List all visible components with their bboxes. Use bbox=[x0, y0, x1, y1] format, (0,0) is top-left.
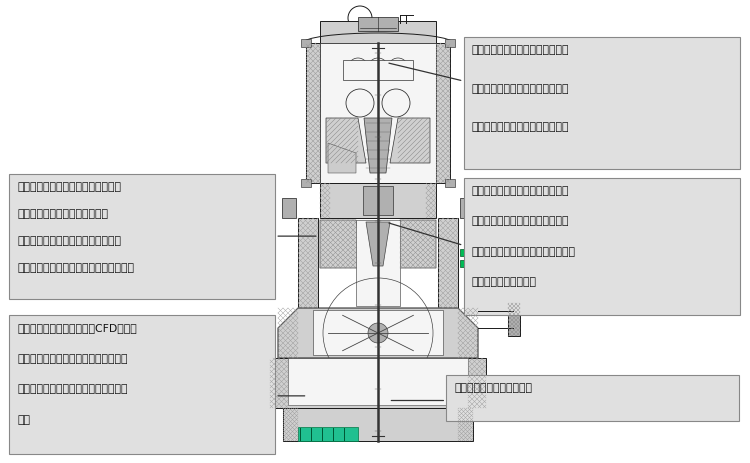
Bar bbox=[460, 198, 474, 218]
Text: 保护措施除常规电机保护外，在在: 保护措施除常规电机保护外，在在 bbox=[472, 186, 569, 196]
Bar bbox=[356, 220, 400, 306]
Bar bbox=[301, 179, 311, 187]
Polygon shape bbox=[390, 118, 430, 163]
Polygon shape bbox=[278, 308, 478, 358]
Polygon shape bbox=[328, 143, 356, 173]
Text: 部件被泥沙部分淹没的环境下开机启动。: 部件被泥沙部分淹没的环境下开机启动。 bbox=[17, 263, 134, 273]
Bar bbox=[460, 249, 468, 256]
Bar bbox=[445, 39, 455, 47]
Text: 电机特殊的绝缘设计确保电机在少量: 电机特殊的绝缘设计确保电机在少量 bbox=[17, 181, 121, 192]
Text: 平。: 平。 bbox=[17, 415, 30, 425]
Bar bbox=[288, 358, 468, 405]
Bar bbox=[358, 17, 398, 31]
Text: 进水的环境下依然能正常使用。: 进水的环境下依然能正常使用。 bbox=[17, 209, 108, 219]
Bar bbox=[313, 310, 443, 355]
Text: 了定子超温保护装置。: 了定子超温保护装置。 bbox=[472, 277, 536, 287]
Text: 水泵密封上采用了多项改进措施，: 水泵密封上采用了多项改进措施， bbox=[472, 84, 569, 94]
Circle shape bbox=[368, 323, 388, 343]
Polygon shape bbox=[364, 118, 392, 173]
Bar bbox=[508, 303, 520, 336]
Polygon shape bbox=[320, 220, 364, 268]
Bar bbox=[464, 37, 740, 169]
Bar bbox=[320, 21, 436, 43]
Bar bbox=[283, 408, 473, 441]
Text: 独有的密封技术，更加安全可靠。: 独有的密封技术，更加安全可靠。 bbox=[472, 122, 569, 132]
Bar bbox=[320, 43, 436, 183]
Text: 加装了切割旋转刀头的叶轮: 加装了切割旋转刀头的叶轮 bbox=[454, 383, 532, 393]
Bar bbox=[9, 315, 275, 454]
Bar bbox=[464, 178, 740, 315]
Bar bbox=[320, 183, 436, 218]
Bar bbox=[438, 218, 458, 308]
Bar bbox=[301, 39, 311, 47]
Text: 了泄露检测器，电机定子绕组内设置: 了泄露检测器，电机定子绕组内设置 bbox=[472, 246, 575, 257]
Bar bbox=[298, 427, 358, 441]
Text: 堵塞、耐磨损等优点，处于国际先进水: 堵塞、耐磨损等优点，处于国际先进水 bbox=[17, 384, 128, 394]
Text: 密封设计为了满足潜炎的要求，在: 密封设计为了满足潜炎的要求，在 bbox=[472, 45, 569, 55]
Bar bbox=[446, 375, 739, 421]
Text: 水力部件设计运用了先进的CFD流场诊: 水力部件设计运用了先进的CFD流场诊 bbox=[17, 323, 136, 333]
Polygon shape bbox=[326, 118, 366, 163]
Text: 接线盒腔、电机和油室内分别设置: 接线盒腔、电机和油室内分别设置 bbox=[472, 216, 569, 226]
Bar bbox=[9, 174, 275, 299]
Bar bbox=[298, 218, 318, 308]
Bar bbox=[270, 358, 486, 408]
Bar bbox=[282, 198, 296, 218]
Bar bbox=[436, 43, 450, 183]
Text: 电机的优化设计保证了水泵能在水力: 电机的优化设计保证了水泵能在水力 bbox=[17, 236, 121, 246]
Bar bbox=[343, 60, 413, 80]
Bar bbox=[363, 186, 393, 215]
Bar bbox=[445, 179, 455, 187]
Polygon shape bbox=[392, 220, 436, 268]
Polygon shape bbox=[366, 222, 390, 266]
Bar bbox=[306, 43, 320, 183]
Text: 断技术具有高扬程，全扬程、高效、无: 断技术具有高扬程，全扬程、高效、无 bbox=[17, 354, 128, 363]
Bar bbox=[460, 260, 468, 267]
